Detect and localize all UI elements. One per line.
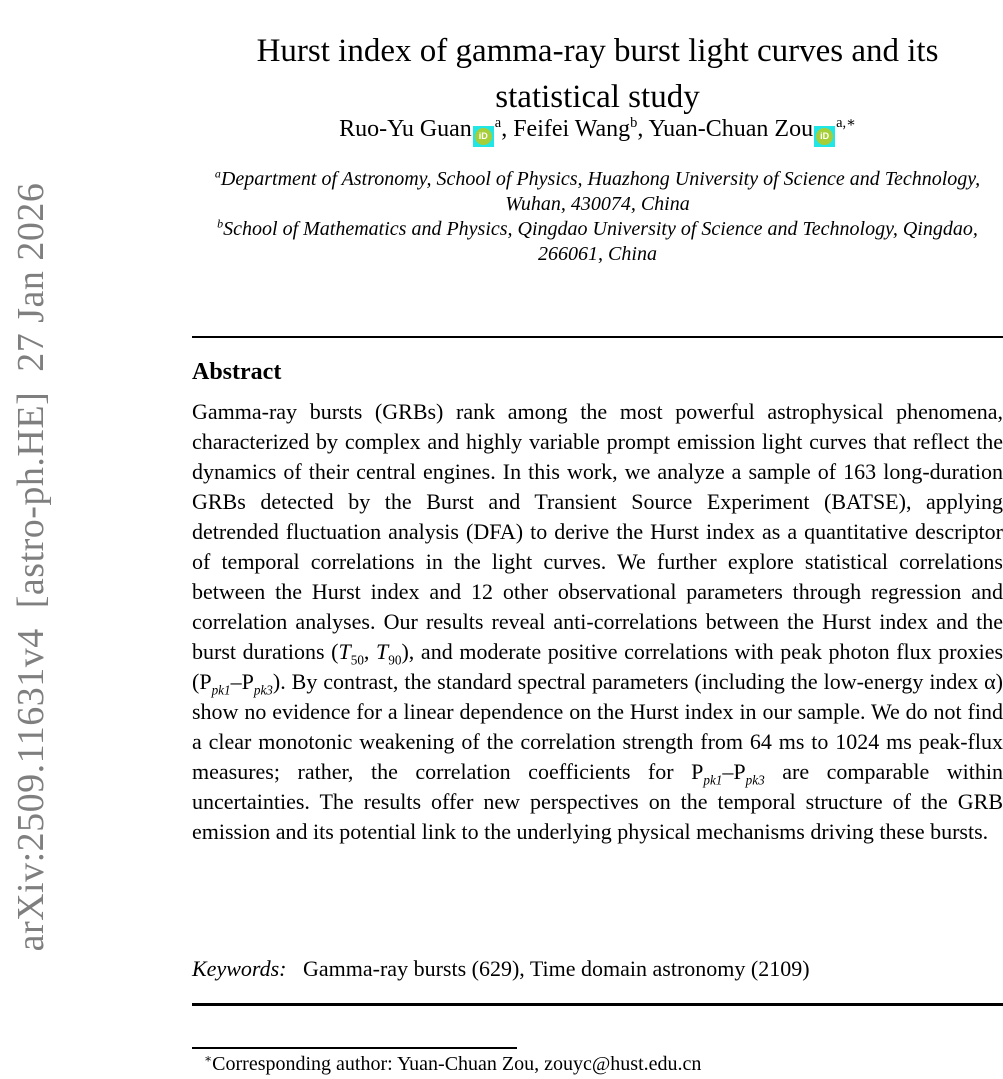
keywords-line: Keywords: Gamma-ray bursts (629), Time d… [192,956,810,981]
orcid-id-glyph: iD [816,127,834,145]
abstract-bottom-rule [192,1003,1003,1006]
abstract-heading: Abstract [192,359,282,385]
corresponding-author-footnote: ∗Corresponding author: Yuan-Chuan Zou, z… [204,1051,702,1075]
footnote-rule [192,1047,517,1049]
page-title: Hurst index of gamma-ray burst light cur… [256,33,939,116]
orcid-icon[interactable]: iD [472,125,494,147]
affiliations: aDepartment of Astronomy, School of Phys… [192,167,1003,267]
paper-content: Hurst index of gamma-ray burst light cur… [192,0,1003,1079]
affiliation-b: bSchool of Mathematics and Physics, Qing… [217,216,978,265]
abstract-top-rule [192,336,1003,338]
orcid-icon[interactable]: iD [814,125,836,147]
affiliation-a: aDepartment of Astronomy, School of Phys… [214,166,981,215]
arxiv-watermark: arXiv:2509.11631v4 [astro-ph.HE] 27 Jan … [10,182,52,952]
abstract-text: Gamma-ray bursts (GRBs) rank among the m… [192,399,1003,844]
orcid-id-glyph: iD [474,127,492,145]
author-line: Ruo-Yu Guan iD a, Feifei Wangb, Yuan-Chuan… [192,116,1003,147]
